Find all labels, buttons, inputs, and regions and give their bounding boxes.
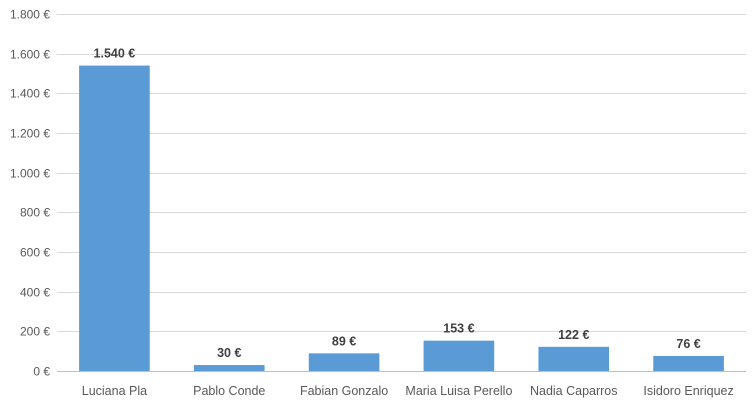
bar bbox=[79, 65, 150, 372]
y-tick-label: 1.600 € bbox=[10, 48, 50, 62]
y-tick-label: 800 € bbox=[20, 206, 50, 220]
y-tick-label: 600 € bbox=[20, 246, 50, 260]
bar bbox=[193, 365, 265, 371]
data-label: 153 € bbox=[443, 322, 474, 336]
data-label: 30 € bbox=[217, 346, 241, 360]
bars bbox=[79, 65, 724, 372]
gridlines bbox=[57, 14, 746, 332]
bar bbox=[653, 355, 724, 371]
data-label: 89 € bbox=[332, 334, 356, 348]
category-label: Fabian Gonzalo bbox=[300, 384, 388, 398]
y-tick-label: 1.000 € bbox=[10, 167, 50, 181]
y-tick-label: 200 € bbox=[20, 325, 50, 339]
bar bbox=[308, 353, 380, 371]
y-tick-label: 1.200 € bbox=[10, 127, 50, 141]
data-label: 76 € bbox=[676, 337, 700, 351]
category-label: Maria Luisa Perello bbox=[405, 384, 512, 398]
y-tick-label: 0 € bbox=[33, 365, 50, 379]
x-axis-category-labels: Luciana Pla Pablo Conde Fabian Gonzalo Mari… bbox=[82, 384, 734, 398]
category-label: Nadia Caparros bbox=[530, 384, 618, 398]
y-tick-label: 1.400 € bbox=[10, 87, 50, 101]
data-label: 122 € bbox=[558, 328, 589, 342]
y-axis-tick-labels: 0 € 200 € 400 € 600 € 800 € 1.000 € 1.200 € 1.4… bbox=[10, 8, 50, 379]
data-labels: 1.540 € 30 € 89 € 153 € 122 € 76 € bbox=[94, 47, 701, 360]
y-tick-label: 400 € bbox=[20, 286, 50, 300]
data-label: 1.540 € bbox=[94, 47, 136, 61]
category-label: Pablo Conde bbox=[193, 384, 265, 398]
bar bbox=[538, 346, 610, 371]
category-label: Luciana Pla bbox=[82, 384, 147, 398]
bar bbox=[423, 340, 495, 371]
category-label: Isidoro Enriquez bbox=[643, 384, 733, 398]
y-tick-label: 1.800 € bbox=[10, 8, 50, 22]
